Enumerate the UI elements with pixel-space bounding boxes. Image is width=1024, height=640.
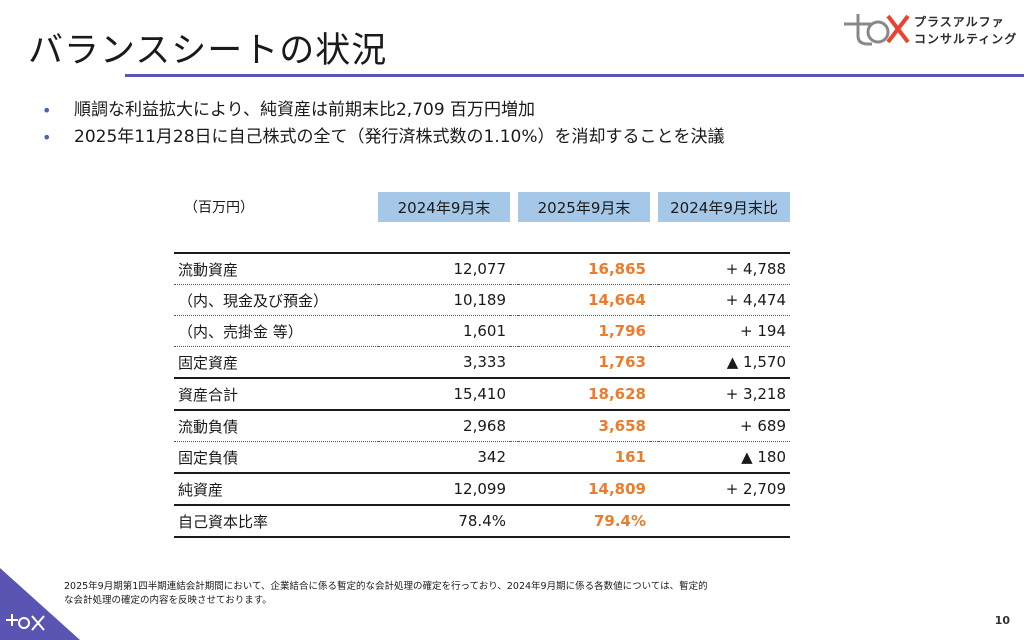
value-curr: 79.4% bbox=[518, 506, 650, 538]
header-curr: 2025年9月末 bbox=[518, 192, 650, 222]
bullet-text: 順調な利益拡大により、純資産は前期末比2,709 百万円増加 bbox=[74, 100, 536, 120]
value-curr: 1,796 bbox=[518, 316, 650, 347]
value-curr: 16,865 bbox=[518, 252, 650, 285]
value-diff: + 3,218 bbox=[658, 379, 790, 411]
table-row: 自己資本比率 78.4% 79.4% bbox=[174, 506, 790, 538]
table-row: （内、現金及び預金） 10,189 14,664 + 4,474 bbox=[174, 285, 790, 316]
company-logo: プラスアルファ コンサルティング bbox=[842, 10, 1022, 50]
value-diff: ▲ 1,570 bbox=[658, 347, 790, 379]
row-label: 固定負債 bbox=[174, 442, 378, 474]
table-row: 純資産 12,099 14,809 + 2,709 bbox=[174, 474, 790, 506]
value-diff: ▲ 180 bbox=[658, 442, 790, 474]
value-prev: 78.4% bbox=[378, 506, 510, 538]
row-label: （内、売掛金 等） bbox=[174, 316, 378, 347]
value-diff bbox=[658, 506, 790, 538]
row-label: 自己資本比率 bbox=[174, 506, 378, 538]
value-prev: 2,968 bbox=[378, 411, 510, 442]
value-diff: + 4,788 bbox=[658, 252, 790, 285]
bullet-text: 2025年11月28日に自己株式の全て（発行済株式数の1.10%）を消却すること… bbox=[74, 127, 725, 147]
value-prev: 342 bbox=[378, 442, 510, 474]
page-number: 10 bbox=[994, 614, 1010, 627]
title-underline bbox=[125, 74, 1024, 77]
value-curr: 161 bbox=[518, 442, 650, 474]
bullet-item: • 2025年11月28日に自己株式の全て（発行済株式数の1.10%）を消却するこ… bbox=[42, 124, 725, 151]
value-prev: 1,601 bbox=[378, 316, 510, 347]
corner-logo-icon bbox=[0, 568, 80, 640]
value-diff: + 689 bbox=[658, 411, 790, 442]
row-label: 固定資産 bbox=[174, 347, 378, 379]
value-diff: + 4,474 bbox=[658, 285, 790, 316]
value-prev: 15,410 bbox=[378, 379, 510, 411]
value-curr: 3,658 bbox=[518, 411, 650, 442]
value-diff: + 194 bbox=[658, 316, 790, 347]
table-header-row: （百万円） 2024年9月末 2025年9月末 2024年9月末比 bbox=[174, 192, 790, 222]
footnote: 2025年9月期第1四半期連結会計期間において、企業結合に係る暫定的な会計処理の… bbox=[64, 580, 708, 608]
value-prev: 10,189 bbox=[378, 285, 510, 316]
value-prev: 3,333 bbox=[378, 347, 510, 379]
logo-text: プラスアルファ コンサルティング bbox=[914, 14, 1017, 48]
row-label: 資産合計 bbox=[174, 379, 378, 411]
table-row: （内、売掛金 等） 1,601 1,796 + 194 bbox=[174, 316, 790, 347]
value-curr: 1,763 bbox=[518, 347, 650, 379]
table-row: 流動負債 2,968 3,658 + 689 bbox=[174, 411, 790, 442]
value-prev: 12,077 bbox=[378, 252, 510, 285]
bullet-dot-icon: • bbox=[42, 101, 52, 120]
value-diff: + 2,709 bbox=[658, 474, 790, 506]
row-label: 純資産 bbox=[174, 474, 378, 506]
balance-sheet-table: （百万円） 2024年9月末 2025年9月末 2024年9月末比 流動資産 1… bbox=[174, 192, 790, 538]
row-label: 流動負債 bbox=[174, 411, 378, 442]
summary-bullets: • 順調な利益拡大により、純資産は前期末比2,709 百万円増加 • 2025年11… bbox=[42, 97, 725, 151]
unit-label: （百万円） bbox=[184, 200, 254, 216]
footnote-line-2: な会計処理の確定の内容を反映させております。 bbox=[64, 595, 272, 606]
table-row: 固定資産 3,333 1,763 ▲ 1,570 bbox=[174, 347, 790, 379]
table-row: 資産合計 15,410 18,628 + 3,218 bbox=[174, 379, 790, 411]
table-row: 流動資産 12,077 16,865 + 4,788 bbox=[174, 252, 790, 285]
bullet-dot-icon: • bbox=[42, 128, 52, 147]
row-label: 流動資産 bbox=[174, 252, 378, 285]
footnote-line-1: 2025年9月期第1四半期連結会計期間において、企業結合に係る暫定的な会計処理の… bbox=[64, 581, 708, 592]
logo-mark-icon bbox=[844, 14, 910, 46]
logo-line-1: プラスアルファ bbox=[914, 15, 1005, 29]
page-title: バランスシートの状況 bbox=[28, 31, 388, 71]
table-row: 固定負債 342 161 ▲ 180 bbox=[174, 442, 790, 474]
header-diff: 2024年9月末比 bbox=[658, 192, 790, 222]
value-curr: 18,628 bbox=[518, 379, 650, 411]
bullet-item: • 順調な利益拡大により、純資産は前期末比2,709 百万円増加 bbox=[42, 97, 725, 124]
header-prev: 2024年9月末 bbox=[378, 192, 510, 222]
value-prev: 12,099 bbox=[378, 474, 510, 506]
value-curr: 14,809 bbox=[518, 474, 650, 506]
logo-line-2: コンサルティング bbox=[914, 32, 1018, 46]
value-curr: 14,664 bbox=[518, 285, 650, 316]
row-label: （内、現金及び預金） bbox=[174, 285, 378, 316]
